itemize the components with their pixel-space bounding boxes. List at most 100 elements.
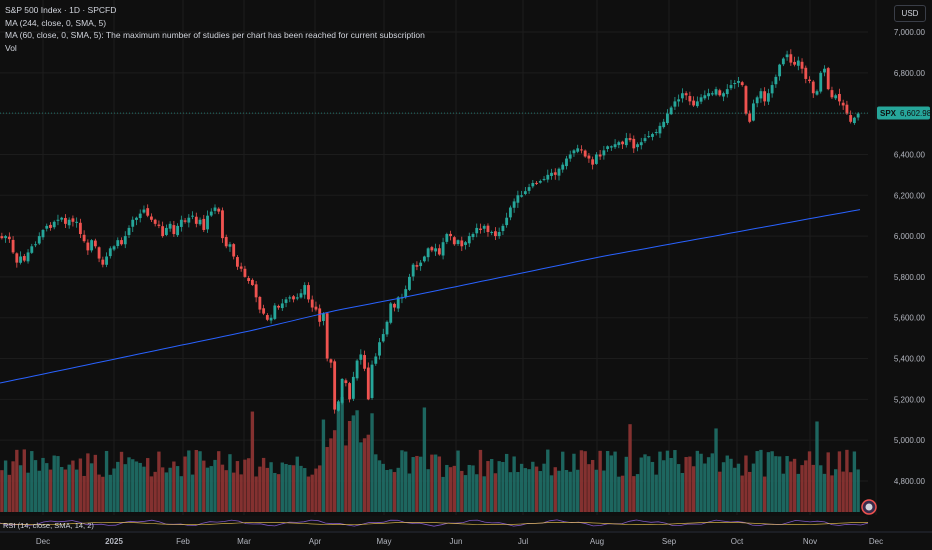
ma2-label[interactable]: MA (60, close, 0, SMA, 5): The maximum n…: [5, 30, 425, 40]
volume-bar: [834, 469, 838, 512]
volume-bar: [748, 471, 752, 512]
candle-body: [781, 58, 785, 65]
candle-body: [288, 297, 292, 299]
volume-bar: [789, 461, 793, 512]
candle-body: [808, 79, 811, 81]
candle-body: [580, 149, 583, 151]
candle-body: [224, 237, 228, 247]
candle-body: [26, 252, 30, 262]
candle-body: [322, 313, 325, 321]
volume-bar: [804, 460, 808, 512]
symbol-title[interactable]: S&P 500 Index · 1D · SPCFD: [5, 5, 117, 15]
candle-body: [733, 83, 737, 85]
volume-bar: [437, 456, 442, 512]
volume-bar: [18, 465, 23, 512]
candle-body: [740, 82, 744, 86]
volume-bar: [471, 465, 475, 512]
price-axis[interactable]: 4,800.00 5,000.00 5,200.00 5,400.00 5,600.00…: [894, 28, 926, 486]
volume-bar: [583, 451, 587, 512]
ma1-label[interactable]: MA (244, close, 0, SMA, 5): [5, 17, 107, 28]
candle-body: [752, 103, 755, 121]
candle-body: [632, 138, 636, 149]
volume-bar: [628, 424, 632, 512]
volume-bar: [415, 455, 419, 512]
volume-bar: [329, 438, 333, 512]
time-axis[interactable]: Dec 2025 Feb Mar Apr May Jun Jul Aug Sep Oct Nov Dec: [0, 531, 932, 546]
volume-bar: [30, 451, 34, 512]
volume-bar: [314, 468, 318, 512]
candle-body: [299, 293, 303, 298]
volume-bar: [56, 456, 60, 512]
candle-body: [41, 229, 45, 238]
candle-body: [284, 299, 288, 303]
volume-bar: [467, 464, 471, 512]
volume-bar: [538, 471, 542, 512]
volume-bar: [624, 456, 628, 512]
candle-body: [430, 247, 434, 251]
volume-bar: [33, 460, 38, 512]
y-tick-label: 6,400.00: [894, 150, 926, 159]
volume-bar: [456, 450, 460, 512]
candle-body: [243, 268, 247, 277]
volume-bar: [673, 450, 677, 512]
volume-bar: [744, 455, 748, 512]
volume-bar: [710, 453, 714, 512]
volume-bar: [523, 468, 528, 512]
candle-body: [531, 183, 535, 187]
volume-bar: [284, 463, 288, 512]
volume-bar: [755, 451, 759, 512]
candle-body: [370, 364, 374, 398]
volume-bar: [759, 449, 763, 512]
volume-bar: [714, 428, 718, 512]
candle-body: [19, 256, 22, 263]
volume-bar: [632, 476, 636, 512]
volume-bar: [568, 471, 572, 512]
volume-bar: [381, 463, 385, 512]
candle-body: [475, 227, 479, 234]
volume-bar: [235, 461, 240, 512]
volume-bar: [89, 463, 94, 512]
candle-body: [639, 142, 643, 146]
candle-body: [411, 264, 415, 277]
flag-icon[interactable]: [861, 499, 877, 515]
currency-button[interactable]: USD: [894, 5, 926, 22]
candle-body: [90, 240, 94, 251]
candle-body: [591, 159, 595, 165]
volume-bar: [486, 461, 490, 512]
candle-body: [565, 158, 568, 167]
volume-bar: [665, 450, 670, 512]
volume-bar: [280, 462, 284, 512]
candle-body: [250, 279, 254, 286]
rsi-label[interactable]: RSI (14, close, SMA, 14, 2): [3, 521, 94, 530]
candle-body: [830, 90, 834, 98]
candle-body: [516, 195, 520, 203]
candle-body: [643, 138, 647, 142]
candle-body: [4, 236, 8, 239]
volume-bar: [336, 404, 341, 512]
candle-body: [841, 102, 845, 106]
x-tick-label: Sep: [662, 537, 677, 546]
candle-body: [815, 91, 819, 95]
rsi-line: [0, 519, 869, 527]
candle-body: [37, 236, 41, 244]
volume-bar: [288, 464, 292, 512]
volume-bar: [617, 476, 621, 512]
candle-body: [550, 172, 553, 176]
candle-body: [393, 303, 396, 308]
volume-bar: [149, 476, 154, 512]
y-tick-label: 7,000.00: [894, 28, 926, 37]
x-tick-label: Jun: [450, 537, 463, 546]
candle-body: [314, 306, 318, 310]
candle-body: [269, 317, 273, 321]
candle-body: [744, 86, 748, 114]
candle-body: [845, 104, 849, 114]
volume-bar: [160, 467, 165, 512]
candle-body: [150, 216, 153, 220]
candle-body: [164, 227, 168, 235]
last-price-value: 6,602.98: [900, 109, 932, 118]
volume-label[interactable]: Vol: [5, 42, 17, 53]
candle-body: [542, 178, 546, 180]
candle-body: [680, 93, 684, 99]
volume-bar: [400, 450, 404, 512]
